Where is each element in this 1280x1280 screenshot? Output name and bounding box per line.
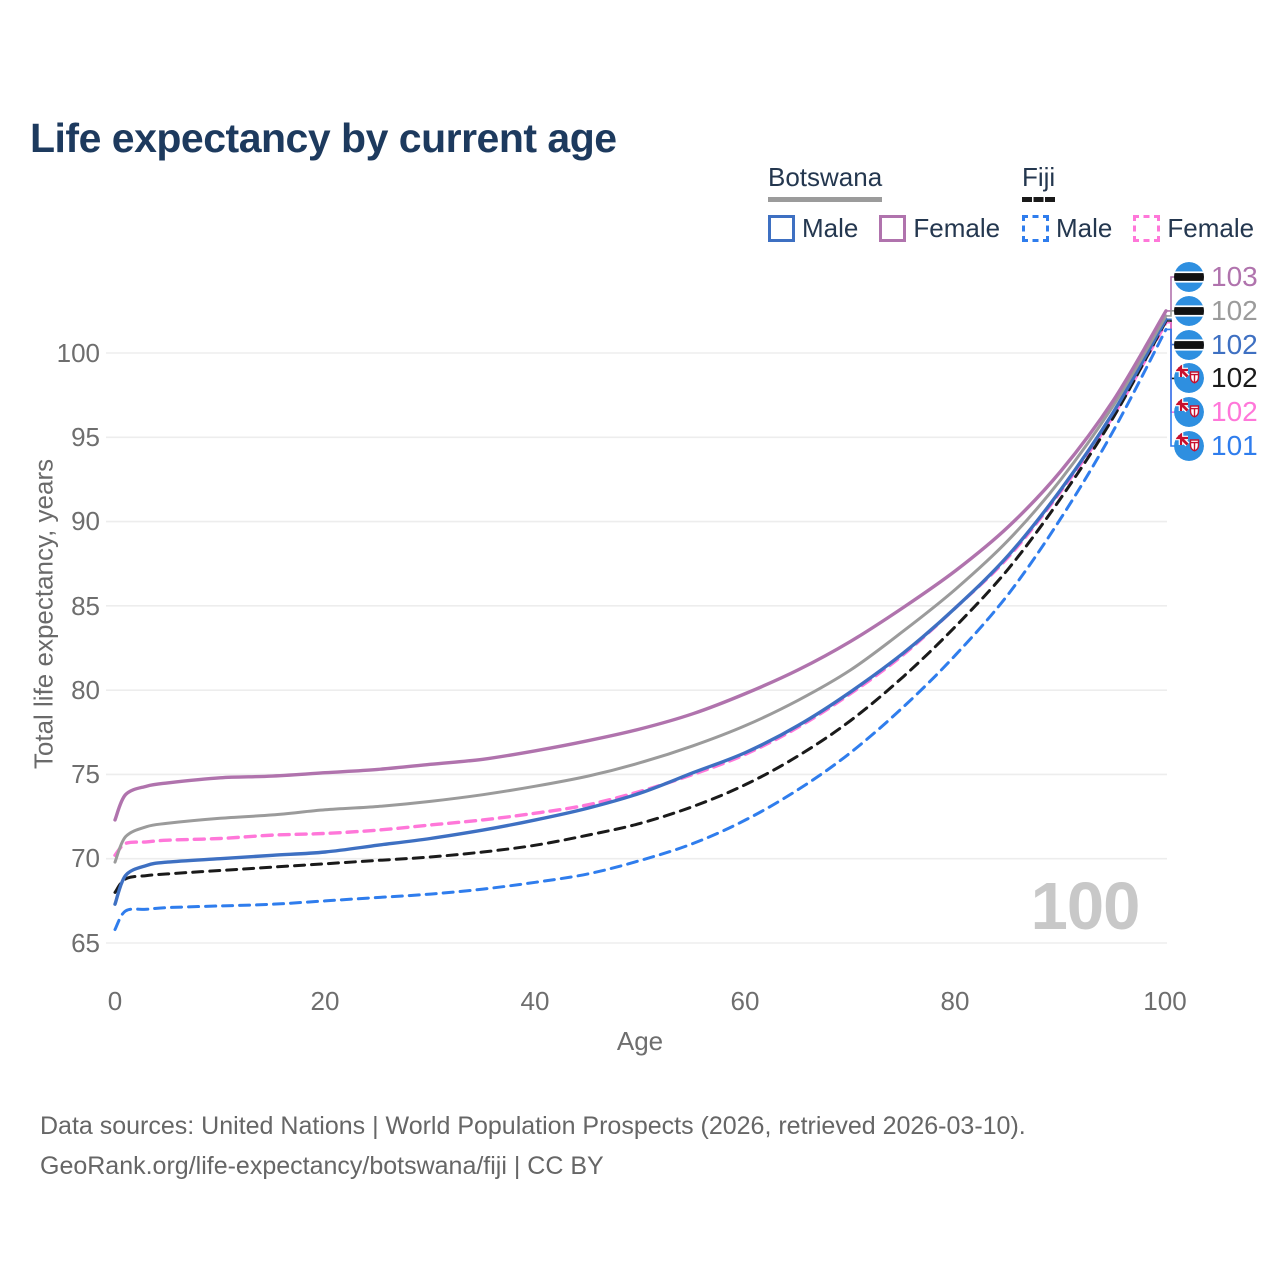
x-tick-label: 60 <box>730 986 760 1016</box>
leader-lines <box>1167 276 1175 447</box>
legend-item-botswana-male[interactable]: Male <box>768 213 858 244</box>
end-label-fiji-total: 102 <box>1174 363 1258 393</box>
page-title: Life expectancy by current age <box>30 115 617 162</box>
y-tick-label: 70 <box>71 843 100 873</box>
y-tick-label: 100 <box>56 338 100 368</box>
end-label-value: 102 <box>1211 396 1258 428</box>
line-botswana-male <box>113 317 1168 906</box>
x-tick-label: 40 <box>520 986 550 1016</box>
hover-age-readout: 100 <box>1030 869 1141 944</box>
line-fiji-male <box>113 327 1168 931</box>
botswana-flag-icon <box>1174 262 1204 292</box>
y-tick-label: 85 <box>71 591 100 621</box>
end-label-fiji-female: 102 <box>1174 397 1258 427</box>
legend-label: Female <box>1167 213 1255 243</box>
end-label-fiji-male: 101 <box>1174 431 1258 461</box>
line-fiji-total <box>113 319 1168 894</box>
end-label-value: 101 <box>1211 430 1258 461</box>
botswana-flag-icon <box>1174 330 1204 360</box>
leader-line-botswana-total <box>1167 310 1175 317</box>
end-label-value: 102 <box>1211 294 1258 326</box>
x-tick-label: 100 <box>1143 986 1187 1016</box>
end-label-botswana-male: 102 <box>1174 328 1258 360</box>
leader-line-botswana-female <box>1167 276 1175 312</box>
fiji-flag-icon <box>1174 431 1204 461</box>
x-axis-title: Age <box>616 1026 664 1056</box>
x-tick-label: 80 <box>940 986 970 1016</box>
footer: Data sources: United Nations | World Pop… <box>40 1106 1026 1186</box>
botswana-female-swatch-icon <box>879 215 907 242</box>
y-tick-label: 80 <box>71 675 100 705</box>
fiji-flag-icon <box>1174 397 1204 427</box>
legend-group-botswana: Botswana Male Female <box>768 162 1021 244</box>
legend-item-fiji-male[interactable]: Male <box>1022 213 1112 244</box>
y-tick-label: 90 <box>71 506 100 536</box>
legend-label: Male <box>1056 213 1113 243</box>
legend-row-botswana: Male Female <box>768 213 1021 244</box>
line-botswana-total <box>113 314 1168 864</box>
end-label-value: 103 <box>1211 261 1258 292</box>
legend-label: Male <box>802 213 859 243</box>
botswana-male-swatch-icon <box>768 215 795 242</box>
end-label-value: 102 <box>1211 362 1258 394</box>
leader-line-fiji-male <box>1167 328 1175 447</box>
legend-label: Female <box>913 213 1001 243</box>
botswana-flag-icon <box>1174 296 1204 326</box>
y-tick-label: 75 <box>71 759 100 789</box>
fiji-female-swatch-icon <box>1133 215 1161 242</box>
x-tick-label: 20 <box>310 986 340 1016</box>
y-axis-title: Total life expectancy, years <box>28 458 59 770</box>
footer-attribution: GeoRank.org/life-expectancy/botswana/fij… <box>40 1152 604 1180</box>
legend-item-fiji-female[interactable]: Female <box>1133 213 1254 244</box>
y-tick-label: 95 <box>71 422 100 452</box>
line-botswana-female <box>113 309 1168 822</box>
x-tick-label: 0 <box>107 986 123 1016</box>
end-label-botswana-total: 102 <box>1174 294 1258 326</box>
legend-item-botswana-female[interactable]: Female <box>879 213 1000 244</box>
legend-header-botswana[interactable]: Botswana <box>768 162 883 202</box>
gridlines <box>106 352 1167 944</box>
legend-header-fiji[interactable]: Fiji <box>1022 162 1056 202</box>
legend-group-fiji: Fiji Male Female <box>1022 162 1275 244</box>
y-tick-label: 65 <box>71 928 100 958</box>
footer-sources: Data sources: United Nations | World Pop… <box>40 1112 1026 1140</box>
series-lines <box>113 309 1168 931</box>
legend-row-fiji: Male Female <box>1022 213 1275 244</box>
fiji-male-swatch-icon <box>1022 215 1049 242</box>
fiji-flag-icon <box>1174 363 1204 393</box>
end-label-botswana-female: 103 <box>1174 262 1258 292</box>
end-label-value: 102 <box>1211 328 1258 360</box>
